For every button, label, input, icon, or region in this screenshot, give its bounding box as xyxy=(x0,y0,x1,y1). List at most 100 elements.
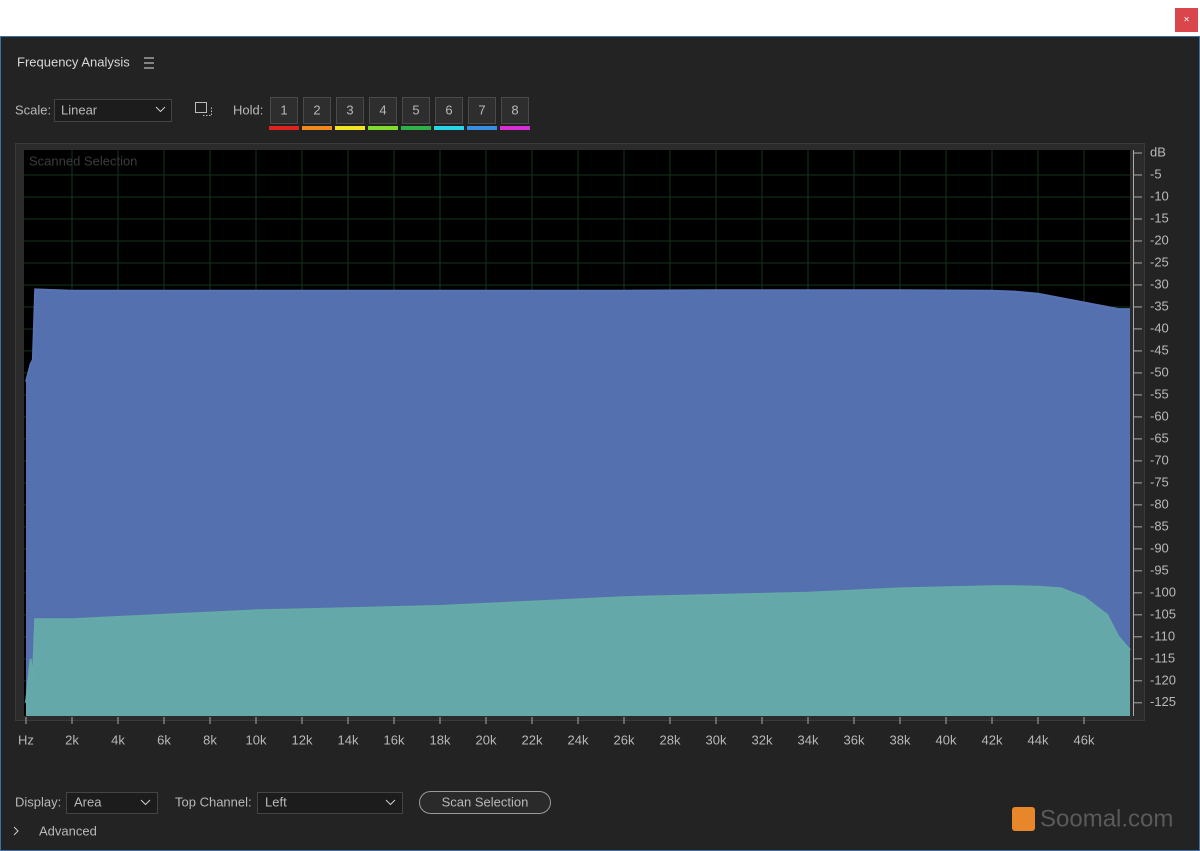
hold-button[interactable] xyxy=(435,97,463,124)
scale-label: Scale: xyxy=(15,102,51,117)
hold-color xyxy=(434,126,464,130)
hold-color xyxy=(467,126,497,130)
hold-button[interactable] xyxy=(303,97,331,124)
x-tick-label: 8k xyxy=(203,732,217,747)
x-tick-label: 6k xyxy=(157,732,171,747)
hold-button[interactable] xyxy=(468,97,496,124)
hold-button[interactable] xyxy=(501,97,529,124)
hold-color xyxy=(401,126,431,130)
y-tick-label: -85 xyxy=(1150,518,1169,533)
y-tick-label: -120 xyxy=(1150,672,1176,687)
hold-button[interactable] xyxy=(336,97,364,124)
x-tick-label: 20k xyxy=(476,732,497,747)
y-tick-label: -90 xyxy=(1150,540,1169,555)
hold-button[interactable] xyxy=(402,97,430,124)
y-tick-label: -60 xyxy=(1150,408,1169,423)
x-tick-label: 38k xyxy=(890,732,911,747)
display-value: Area xyxy=(74,794,102,809)
y-tick-label: -50 xyxy=(1150,364,1169,379)
y-tick-label: -5 xyxy=(1150,166,1162,181)
y-tick-label: -70 xyxy=(1150,452,1169,467)
y-tick-label: -80 xyxy=(1150,496,1169,511)
channel-value: Left xyxy=(265,794,287,809)
y-tick-label: -20 xyxy=(1150,232,1169,247)
advanced-label: Advanced xyxy=(39,823,97,838)
display-dropdown[interactable] xyxy=(66,792,158,814)
hold-color xyxy=(500,126,530,130)
x-tick-label: 14k xyxy=(338,732,359,747)
area-edge xyxy=(25,288,1130,382)
y-tick-label: -75 xyxy=(1150,474,1169,489)
y-tick-label: -55 xyxy=(1150,386,1169,401)
y-tick-label: -45 xyxy=(1150,342,1169,357)
advanced-chevron[interactable] xyxy=(13,826,19,836)
x-tick-label: 46k xyxy=(1074,732,1095,747)
scan-button[interactable] xyxy=(419,791,551,814)
panel-menu[interactable] xyxy=(144,57,154,69)
y-tick-label: -95 xyxy=(1150,562,1169,577)
y-tick-label: -115 xyxy=(1150,650,1175,665)
display-label: Display: xyxy=(15,794,61,809)
hold-label: 6 xyxy=(445,102,452,117)
hold-label: 4 xyxy=(379,102,386,117)
hold-color xyxy=(335,126,365,130)
y-tick-label: -105 xyxy=(1150,606,1176,621)
x-tick-label: 28k xyxy=(660,732,681,747)
zoom-icon[interactable] xyxy=(195,102,212,116)
hold-button[interactable] xyxy=(369,97,397,124)
chart-annotation: Scanned Selection xyxy=(29,153,137,168)
y-tick-label: -110 xyxy=(1150,628,1175,643)
hold-label: 2 xyxy=(313,102,320,117)
y-tick-label: -25 xyxy=(1150,254,1169,269)
y-tick-label: -30 xyxy=(1150,276,1169,291)
watermark: Soomal.com xyxy=(1040,805,1173,832)
x-tick-label: 44k xyxy=(1028,732,1049,747)
x-tick-label: 30k xyxy=(706,732,727,747)
title-bar xyxy=(0,0,1200,36)
x-tick-label: 32k xyxy=(752,732,773,747)
y-tick-label: -65 xyxy=(1150,430,1169,445)
hold-label: 3 xyxy=(346,102,353,117)
hold-label: 1 xyxy=(280,102,287,117)
y-tick-label: -35 xyxy=(1150,298,1169,313)
x-tick-label: 12k xyxy=(292,732,313,747)
x-tick-label: 42k xyxy=(982,732,1003,747)
hold-label: 7 xyxy=(478,102,485,117)
channel-dropdown[interactable] xyxy=(257,792,403,814)
hold-color xyxy=(302,126,332,130)
y-tick-label: -100 xyxy=(1150,584,1176,599)
x-tick-label: 34k xyxy=(798,732,819,747)
y-tick-label: -15 xyxy=(1150,210,1169,225)
hold-label: 5 xyxy=(412,102,419,117)
hold-label: 8 xyxy=(511,102,518,117)
scale-value: Linear xyxy=(61,102,98,117)
x-tick-label: 26k xyxy=(614,732,635,747)
y-tick-label: -125 xyxy=(1150,694,1176,709)
close-button[interactable] xyxy=(1175,8,1198,32)
x-tick-label: 16k xyxy=(384,732,405,747)
area-edge xyxy=(25,585,1131,703)
hold-button[interactable] xyxy=(270,97,298,124)
x-tick-label: 4k xyxy=(111,732,125,747)
x-tick-label: 2k xyxy=(65,732,79,747)
x-tick-label: Hz xyxy=(18,732,34,747)
x-tick-label: 40k xyxy=(936,732,957,747)
chevron xyxy=(385,799,396,806)
x-tick-label: 10k xyxy=(246,732,267,747)
hold-label: Hold: xyxy=(233,102,263,117)
y-tick-label: -10 xyxy=(1150,188,1169,203)
y-tick-label: dB xyxy=(1150,144,1166,159)
x-tick-label: 36k xyxy=(844,732,865,747)
y-tick-label: -40 xyxy=(1150,320,1169,335)
scale-dropdown[interactable] xyxy=(54,99,172,122)
channel-label: Top Channel: xyxy=(175,794,252,809)
watermark-icon xyxy=(1012,807,1035,831)
close-icon: × xyxy=(1184,15,1190,26)
x-tick-label: 24k xyxy=(568,732,589,747)
x-tick-label: 22k xyxy=(522,732,543,747)
panel-title: Frequency Analysis xyxy=(17,54,130,69)
chevron xyxy=(140,799,151,806)
area xyxy=(26,586,1130,716)
